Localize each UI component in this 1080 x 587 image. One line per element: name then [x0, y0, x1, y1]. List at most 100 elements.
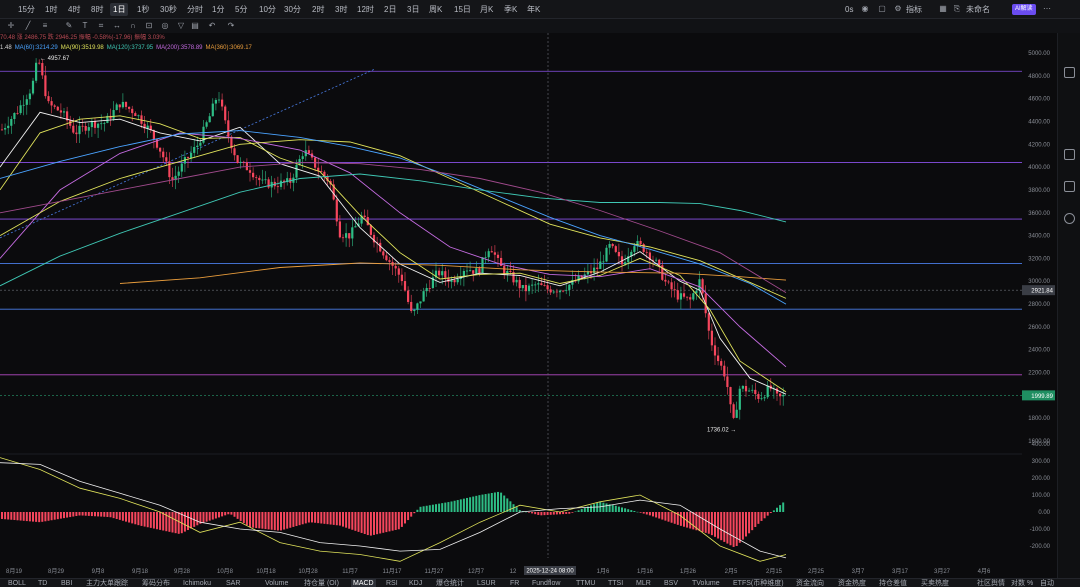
indicator-tab-20[interactable]: TVolume: [692, 580, 720, 587]
timeframe-tab-11[interactable]: 30分: [284, 5, 301, 14]
timeframe-tab-7[interactable]: 分时: [187, 5, 203, 14]
layout-icon[interactable]: ▦: [939, 4, 947, 13]
indicator-tab-13[interactable]: LSUR: [477, 580, 496, 587]
indicator-tab-18[interactable]: MLR: [636, 580, 651, 587]
indicator-tab-9[interactable]: MACD: [351, 579, 376, 587]
macd-histogram-bar: [661, 512, 664, 520]
ai-analysis-button[interactable]: AI解读: [1012, 4, 1036, 15]
fib-tool-icon[interactable]: ≡: [42, 21, 48, 30]
pattern-tool-icon[interactable]: ⌗: [98, 21, 104, 30]
indicators-button[interactable]: 指标: [906, 3, 922, 16]
timeframe-tab-17[interactable]: 周K: [429, 5, 443, 14]
watchlist-icon[interactable]: [1064, 67, 1075, 78]
timeframe-tab-5[interactable]: 1秒: [137, 5, 150, 14]
macd-histogram-bar: [78, 512, 81, 516]
timeframe-tab-0[interactable]: 15分: [18, 5, 35, 14]
eye-icon[interactable]: ◎: [161, 21, 169, 30]
macd-histogram-bar: [686, 512, 689, 528]
camera-icon[interactable]: ◉: [861, 4, 869, 13]
save-icon[interactable]: ⎘: [953, 4, 961, 13]
timeframe-tab-21[interactable]: 年K: [527, 5, 541, 14]
indicator-tab-15[interactable]: Fundflow: [532, 580, 561, 587]
indicator-tab-12[interactable]: 爆仓统计: [436, 580, 464, 587]
indicator-tab-0[interactable]: BOLL: [8, 580, 26, 587]
indicator-tab-21[interactable]: ETFS(币种维度): [733, 580, 784, 587]
timeframe-tab-3[interactable]: 8时: [91, 5, 104, 14]
indicator-tab-2[interactable]: BBI: [61, 580, 73, 587]
indicator-tab-16[interactable]: TTMU: [576, 580, 596, 587]
redo-icon[interactable]: ↷: [227, 21, 235, 30]
timeframe-tab-1[interactable]: 1时: [45, 5, 58, 14]
macd-histogram-bar: [72, 512, 75, 517]
timeframe-tab-16[interactable]: 3日: [407, 5, 420, 14]
timeframe-tab-4[interactable]: 1日: [110, 3, 129, 16]
indicator-tab-8[interactable]: 持仓量 (OI): [304, 580, 339, 587]
candle-body: [155, 139, 159, 148]
candle-body: [658, 259, 661, 266]
timeframe-tab-14[interactable]: 12时: [357, 5, 374, 14]
indicator-tab-11[interactable]: KDJ: [409, 580, 423, 587]
lock-icon[interactable]: ⊡: [145, 21, 153, 30]
indicator-tab-25[interactable]: 买卖热度: [921, 580, 949, 587]
indicator-tab-19[interactable]: BSV: [664, 580, 679, 587]
candle-body: [500, 257, 503, 266]
fullscreen-icon[interactable]: ▢: [878, 4, 886, 13]
measure-tool-icon[interactable]: ↔: [113, 21, 121, 30]
indicator-tab-5[interactable]: Ichimoku: [183, 580, 212, 587]
price-axis-label: 2800.00: [1028, 302, 1050, 308]
timer-label[interactable]: 0s: [845, 5, 854, 14]
timeframe-tab-10[interactable]: 10分: [259, 5, 276, 14]
history-icon[interactable]: [1064, 213, 1075, 224]
indicator-tab-6[interactable]: SAR: [226, 580, 241, 587]
macd-histogram-bar: [714, 512, 716, 537]
indicator-tab-23[interactable]: 资金热度: [838, 580, 866, 587]
indicator-tab-29[interactable]: 自动: [1040, 580, 1054, 587]
magnet-icon[interactable]: ∩: [130, 21, 136, 30]
macd-histogram-bar: [590, 505, 592, 512]
timeframe-tab-12[interactable]: 2时: [312, 5, 325, 14]
indicator-tab-22[interactable]: 资金流向: [796, 580, 824, 587]
brush-tool-icon[interactable]: ✎: [65, 21, 73, 30]
timeframe-tab-20[interactable]: 季K: [504, 5, 518, 14]
layout-name-button[interactable]: 未命名: [966, 3, 990, 16]
indicator-tab-7[interactable]: Volume: [265, 580, 289, 587]
indicator-tab-3[interactable]: 主力大单跟踪: [86, 580, 128, 587]
indicator-tab-4[interactable]: 筹码分布: [142, 580, 170, 587]
timeframe-tab-2[interactable]: 4时: [68, 5, 81, 14]
settings-icon[interactable]: ⚙: [894, 4, 902, 13]
timeframe-tab-6[interactable]: 30秒: [160, 5, 177, 14]
indicator-tab-27[interactable]: 对数: [1011, 580, 1025, 587]
bot-icon[interactable]: [1064, 181, 1075, 192]
macd-axis-label: 400.00: [1032, 442, 1051, 448]
filter-icon[interactable]: ▽: [177, 21, 185, 30]
timeframe-tab-15[interactable]: 2日: [384, 5, 397, 14]
timeframe-tab-8[interactable]: 1分: [212, 5, 225, 14]
indicator-tab-1[interactable]: TD: [38, 580, 48, 587]
candlestick-chart[interactable]: 5000.00 4800.00 4600.00 4400.00 4200.00 4000.…: [0, 33, 1080, 578]
macd-histogram-bar: [230, 512, 233, 515]
timeframe-tab-18[interactable]: 15日: [454, 5, 471, 14]
candle-body: [543, 285, 546, 286]
indicator-tab-24[interactable]: 持仓差值: [879, 580, 907, 587]
timeframe-tab-9[interactable]: 5分: [235, 5, 248, 14]
candle-body: [413, 309, 416, 312]
grid-icon[interactable]: ▤: [191, 21, 199, 30]
line-tool-icon[interactable]: ╱: [25, 21, 31, 30]
undo-icon[interactable]: ↶: [208, 21, 216, 30]
chart-area[interactable]: 5000.00 4800.00 4600.00 4400.00 4200.00 4000.…: [0, 33, 1080, 578]
indicator-tab-10[interactable]: RSI: [386, 580, 398, 587]
ma-legend-item: MA(60):3214.29: [14, 45, 58, 51]
indicator-tab-17[interactable]: TTSI: [608, 580, 624, 587]
indicator-tab-26[interactable]: 社区舆情: [977, 580, 1005, 587]
candle-body: [689, 297, 692, 300]
indicator-tab-28[interactable]: %: [1027, 580, 1034, 587]
alert-icon[interactable]: [1064, 149, 1075, 160]
text-tool-icon[interactable]: T: [82, 21, 88, 30]
candle-body: [655, 259, 658, 261]
more-icon[interactable]: ⋯: [1043, 4, 1051, 13]
indicator-tab-14[interactable]: FR: [510, 580, 520, 587]
timeframe-tab-13[interactable]: 3时: [335, 5, 348, 14]
macd-histogram-bar: [183, 512, 186, 532]
timeframe-tab-19[interactable]: 月K: [480, 5, 494, 14]
crosshair-tool-icon[interactable]: ✛: [7, 21, 15, 30]
